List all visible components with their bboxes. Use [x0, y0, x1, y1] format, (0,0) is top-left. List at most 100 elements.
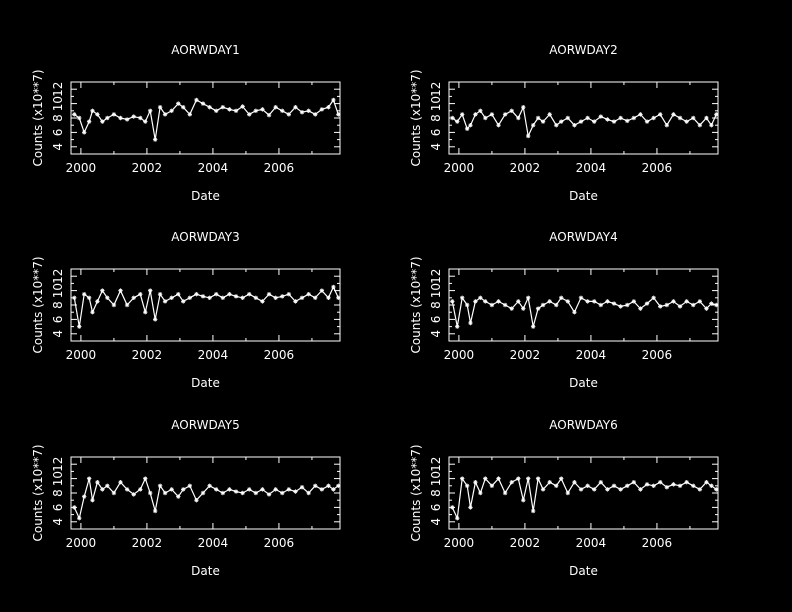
data-point	[450, 299, 455, 304]
data-point	[638, 306, 643, 311]
x-axis-label: Date	[191, 564, 220, 578]
data-point	[540, 487, 546, 492]
data-point	[138, 292, 143, 297]
data-point	[162, 299, 168, 304]
data-point	[631, 480, 637, 485]
data-point	[299, 485, 305, 490]
data-point	[709, 123, 714, 128]
data-point	[280, 108, 285, 113]
data-point	[306, 108, 311, 113]
data-point	[253, 295, 259, 300]
data-point	[336, 112, 341, 117]
data-point	[559, 295, 564, 300]
x-tick-label: 2002	[132, 161, 163, 175]
chart-title: AORWDAY3	[171, 230, 239, 244]
data-point	[483, 115, 488, 121]
data-point	[530, 324, 536, 329]
data-point	[100, 288, 105, 293]
chart-panel: AORWDAY5 Date Counts (x10**7) 2000 2002 2004 2…	[31, 418, 341, 578]
data-point	[169, 295, 174, 300]
data-point	[714, 112, 719, 117]
data-point	[306, 490, 311, 496]
data-point	[260, 487, 265, 492]
data-point	[611, 483, 617, 488]
data-point	[460, 476, 465, 481]
y-tick-label: 10	[51, 96, 65, 111]
y-tick-label: 8	[51, 489, 65, 497]
data-point	[148, 490, 153, 496]
data-point	[227, 107, 232, 112]
data-point	[72, 505, 77, 510]
data-point	[240, 295, 245, 300]
data-point	[468, 505, 473, 510]
data-point	[95, 112, 100, 117]
data-point	[194, 97, 199, 103]
y-tick-label: 12	[51, 269, 65, 284]
data-point	[521, 105, 526, 110]
y-tick-label: 10	[429, 471, 443, 486]
data-point	[299, 295, 305, 300]
chart-panel: AORWDAY4 Date Counts (x10**7) 2000 2002 2004 2…	[409, 230, 719, 390]
data-point	[509, 306, 514, 311]
x-tick-label: 2006	[642, 161, 673, 175]
data-point	[704, 306, 709, 311]
x-tick-label: 2000	[66, 348, 97, 362]
data-point	[157, 105, 163, 110]
data-point	[565, 490, 571, 496]
y-tick-label: 12	[429, 269, 443, 284]
y-tick-label: 8	[429, 489, 443, 497]
y-tick-label: 4	[51, 330, 65, 338]
x-tick-label: 2000	[444, 536, 475, 550]
data-point	[464, 302, 470, 308]
data-point	[535, 115, 541, 121]
data-point	[162, 112, 168, 117]
data-point	[220, 490, 226, 496]
data-point	[502, 302, 508, 308]
data-point	[86, 476, 92, 481]
data-point	[105, 115, 110, 121]
data-point	[319, 487, 325, 492]
y-tick-label: 8	[51, 301, 65, 309]
data-point	[336, 295, 341, 300]
data-point	[260, 299, 265, 304]
chart-title: AORWDAY5	[171, 418, 239, 432]
data-point	[266, 292, 272, 297]
y-axis-label: Counts (x10**7)	[31, 69, 45, 166]
x-tick-label: 2006	[264, 536, 295, 550]
data-point	[664, 485, 670, 490]
data-point	[483, 299, 488, 304]
data-point	[227, 292, 232, 297]
chart-panel: AORWDAY6 Date Counts (x10**7) 2000 2002 2004 2…	[409, 418, 719, 578]
y-tick-label: 12	[51, 457, 65, 472]
data-point	[478, 108, 483, 113]
data-point	[605, 299, 610, 304]
x-tick-label: 2002	[132, 536, 163, 550]
data-point	[176, 101, 181, 106]
data-point	[565, 299, 571, 304]
data-point	[111, 490, 117, 496]
data-point	[72, 112, 77, 117]
data-point	[293, 299, 298, 304]
data-point	[152, 317, 158, 322]
data-point	[691, 115, 696, 121]
data-point	[554, 483, 559, 488]
data-point	[280, 490, 285, 496]
data-point	[82, 292, 87, 297]
data-point	[233, 108, 239, 113]
data-point	[502, 490, 508, 496]
data-point	[598, 480, 604, 485]
data-point	[273, 487, 278, 492]
y-tick-label: 8	[51, 114, 65, 122]
data-point	[313, 483, 318, 488]
data-point	[273, 295, 278, 300]
x-tick-label: 2006	[264, 161, 295, 175]
data-point	[540, 302, 546, 308]
x-tick-label: 2004	[198, 348, 229, 362]
chart-title: AORWDAY1	[171, 43, 239, 57]
data-point	[460, 295, 465, 300]
data-point	[473, 299, 478, 304]
data-point	[460, 112, 465, 117]
data-point	[651, 115, 656, 121]
data-point	[299, 110, 305, 115]
